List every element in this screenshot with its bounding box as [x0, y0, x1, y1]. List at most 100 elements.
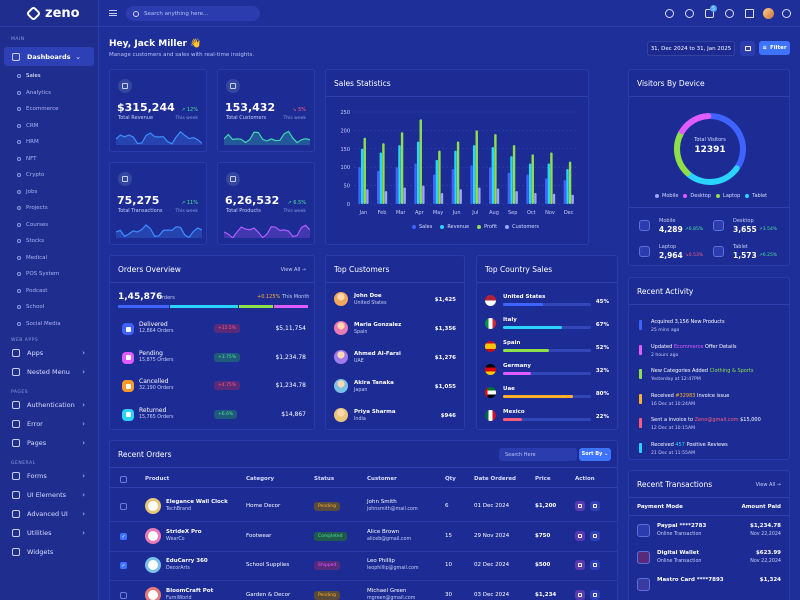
customer-row[interactable]: Ahmed Al-Farsi UAE $1,276: [334, 348, 456, 372]
delete-button[interactable]: [590, 589, 600, 600]
delete-button[interactable]: [590, 501, 600, 511]
column-header-action[interactable]: Action: [575, 476, 595, 482]
bar-profit-mar[interactable]: [400, 132, 404, 204]
fullscreen-icon[interactable]: [745, 9, 754, 18]
column-header-price[interactable]: Price: [535, 476, 551, 482]
bar-sales-aug[interactable]: [489, 167, 492, 204]
row-checkbox[interactable]: [120, 591, 127, 599]
sidebar-subitem-ecommerce[interactable]: Ecommerce: [0, 101, 98, 118]
legend-revenue[interactable]: Revenue: [440, 224, 469, 230]
translate-icon[interactable]: [665, 9, 674, 18]
column-header-qty[interactable]: Qty: [445, 476, 456, 482]
sidebar-subitem-analytics[interactable]: Analytics: [0, 85, 98, 102]
sidebar-item-dashboards[interactable]: Dashboards ⌄: [4, 47, 94, 66]
delete-button[interactable]: [590, 560, 600, 570]
column-header-status[interactable]: Status: [314, 476, 335, 482]
sidebar-subitem-podcast[interactable]: Podcast: [0, 283, 98, 300]
donut-segment[interactable]: [679, 113, 712, 135]
cart-icon[interactable]: [705, 9, 714, 18]
donut-segment[interactable]: [674, 129, 691, 177]
bar-sales-nov[interactable]: [545, 178, 548, 204]
sidebar-subitem-pos-system[interactable]: POS System: [0, 266, 98, 283]
app-logo[interactable]: zeno: [0, 0, 98, 27]
bar-customers-nov[interactable]: [552, 193, 556, 204]
bar-revenue-aug[interactable]: [491, 146, 494, 204]
bar-customers-dec[interactable]: [571, 194, 574, 204]
edit-button[interactable]: [575, 560, 585, 570]
bar-sales-feb[interactable]: [377, 170, 380, 204]
sidebar-subitem-nft[interactable]: NFT: [0, 151, 98, 168]
bar-profit-jul[interactable]: [475, 130, 478, 204]
sidebar-subitem-courses[interactable]: Courses: [0, 217, 98, 234]
bar-profit-jun[interactable]: [456, 141, 460, 204]
bar-sales-may[interactable]: [433, 174, 436, 204]
orders-search-input[interactable]: Search Here: [499, 448, 577, 461]
select-all-checkbox[interactable]: [120, 476, 127, 483]
bar-customers-may[interactable]: [440, 192, 444, 204]
order-status-cancelled[interactable]: Cancelled 32,190 Orders +4.75% $1,234.78: [118, 373, 306, 401]
sidebar-subitem-crypto[interactable]: Crypto: [0, 167, 98, 184]
edit-button[interactable]: [575, 530, 585, 541]
sidebar-subitem-hrm[interactable]: HRM: [0, 134, 98, 151]
bar-revenue-nov[interactable]: [547, 163, 550, 204]
table-row[interactable]: Elegance Wall Clock TechBrand Home Decor Pe…: [110, 493, 617, 522]
sidebar-subitem-projects[interactable]: Projects: [0, 200, 98, 217]
bar-profit-may[interactable]: [438, 150, 441, 204]
bar-revenue-jun[interactable]: [454, 150, 457, 204]
bar-customers-feb[interactable]: [384, 191, 388, 204]
sidebar-item-nested-menu[interactable]: Nested Menu ›: [0, 362, 98, 381]
bar-sales-dec[interactable]: [563, 180, 567, 204]
sidebar-item-pages[interactable]: Pages ›: [0, 433, 98, 452]
customer-row[interactable]: Maria Gonzalez Spain $1,356: [334, 319, 456, 343]
column-header-category[interactable]: Category: [246, 476, 275, 482]
bar-sales-jun[interactable]: [451, 169, 455, 204]
customer-row[interactable]: Akira Tanaka Japan $1,055: [334, 377, 456, 401]
sidebar-item-advanced-ui[interactable]: Advanced UI ›: [0, 504, 98, 523]
sidebar-item-authentication[interactable]: Authentication ›: [0, 395, 98, 414]
filter-button[interactable]: ≡ Filter: [759, 41, 790, 55]
sidebar-subitem-sales[interactable]: Sales: [0, 68, 98, 85]
bar-customers-sep[interactable]: [515, 191, 518, 204]
sidebar-subitem-social-media[interactable]: Social Media: [0, 316, 98, 333]
bar-revenue-mar[interactable]: [398, 145, 401, 204]
bar-customers-aug[interactable]: [496, 188, 500, 204]
order-status-pending[interactable]: Pending 15,875 Orders +3.75% $1,234.78: [118, 345, 306, 373]
sidebar-item-forms[interactable]: Forms ›: [0, 466, 98, 485]
bell-icon[interactable]: [725, 9, 734, 18]
sidebar-subitem-school[interactable]: School: [0, 299, 98, 316]
bar-revenue-feb[interactable]: [379, 152, 382, 204]
row-checkbox[interactable]: ✓: [120, 532, 127, 540]
transaction-row[interactable]: Paypal ****2783 Online Transaction $1,234.…: [637, 521, 781, 545]
bar-revenue-apr[interactable]: [416, 141, 420, 204]
order-status-returned[interactable]: Returned 15,765 Orders +6.6% $14,867: [118, 402, 306, 430]
bar-revenue-dec[interactable]: [566, 169, 569, 204]
column-header-customer[interactable]: Customer: [367, 476, 397, 482]
column-header-product[interactable]: Product: [145, 476, 170, 482]
edit-button[interactable]: [575, 501, 585, 511]
country-row[interactable]: Spain 52%: [485, 339, 609, 359]
menu-toggle-icon[interactable]: [109, 10, 117, 16]
customer-row[interactable]: Priya Sharma India $946: [334, 406, 456, 430]
row-checkbox[interactable]: [120, 503, 127, 510]
orders-view-all-link[interactable]: View All →: [280, 267, 306, 273]
bar-profit-apr[interactable]: [419, 119, 422, 204]
delete-button[interactable]: [590, 530, 600, 541]
bar-profit-oct[interactable]: [531, 154, 534, 204]
country-row[interactable]: Mexico 22%: [485, 408, 609, 428]
legend-sales[interactable]: Sales: [412, 224, 432, 230]
bar-revenue-may[interactable]: [435, 159, 438, 204]
bar-revenue-jul[interactable]: [472, 145, 476, 204]
sidebar-subitem-crm[interactable]: CRM: [0, 118, 98, 135]
legend-customers[interactable]: Customers: [505, 224, 539, 230]
bar-profit-aug[interactable]: [494, 134, 497, 204]
bar-customers-apr[interactable]: [422, 185, 425, 204]
bar-customers-jan[interactable]: [366, 189, 369, 204]
table-row[interactable]: ✓ StrideX Pro WearCo Footwear Completed Alice…: [110, 523, 617, 552]
bar-revenue-sep[interactable]: [510, 156, 513, 204]
row-checkbox[interactable]: ✓: [120, 562, 127, 569]
avatar[interactable]: [763, 8, 774, 19]
sidebar-subitem-jobs[interactable]: Jobs: [0, 184, 98, 201]
screenshot-button[interactable]: [740, 41, 755, 56]
donut-segment[interactable]: [707, 113, 746, 171]
bar-revenue-jan[interactable]: [360, 148, 364, 204]
